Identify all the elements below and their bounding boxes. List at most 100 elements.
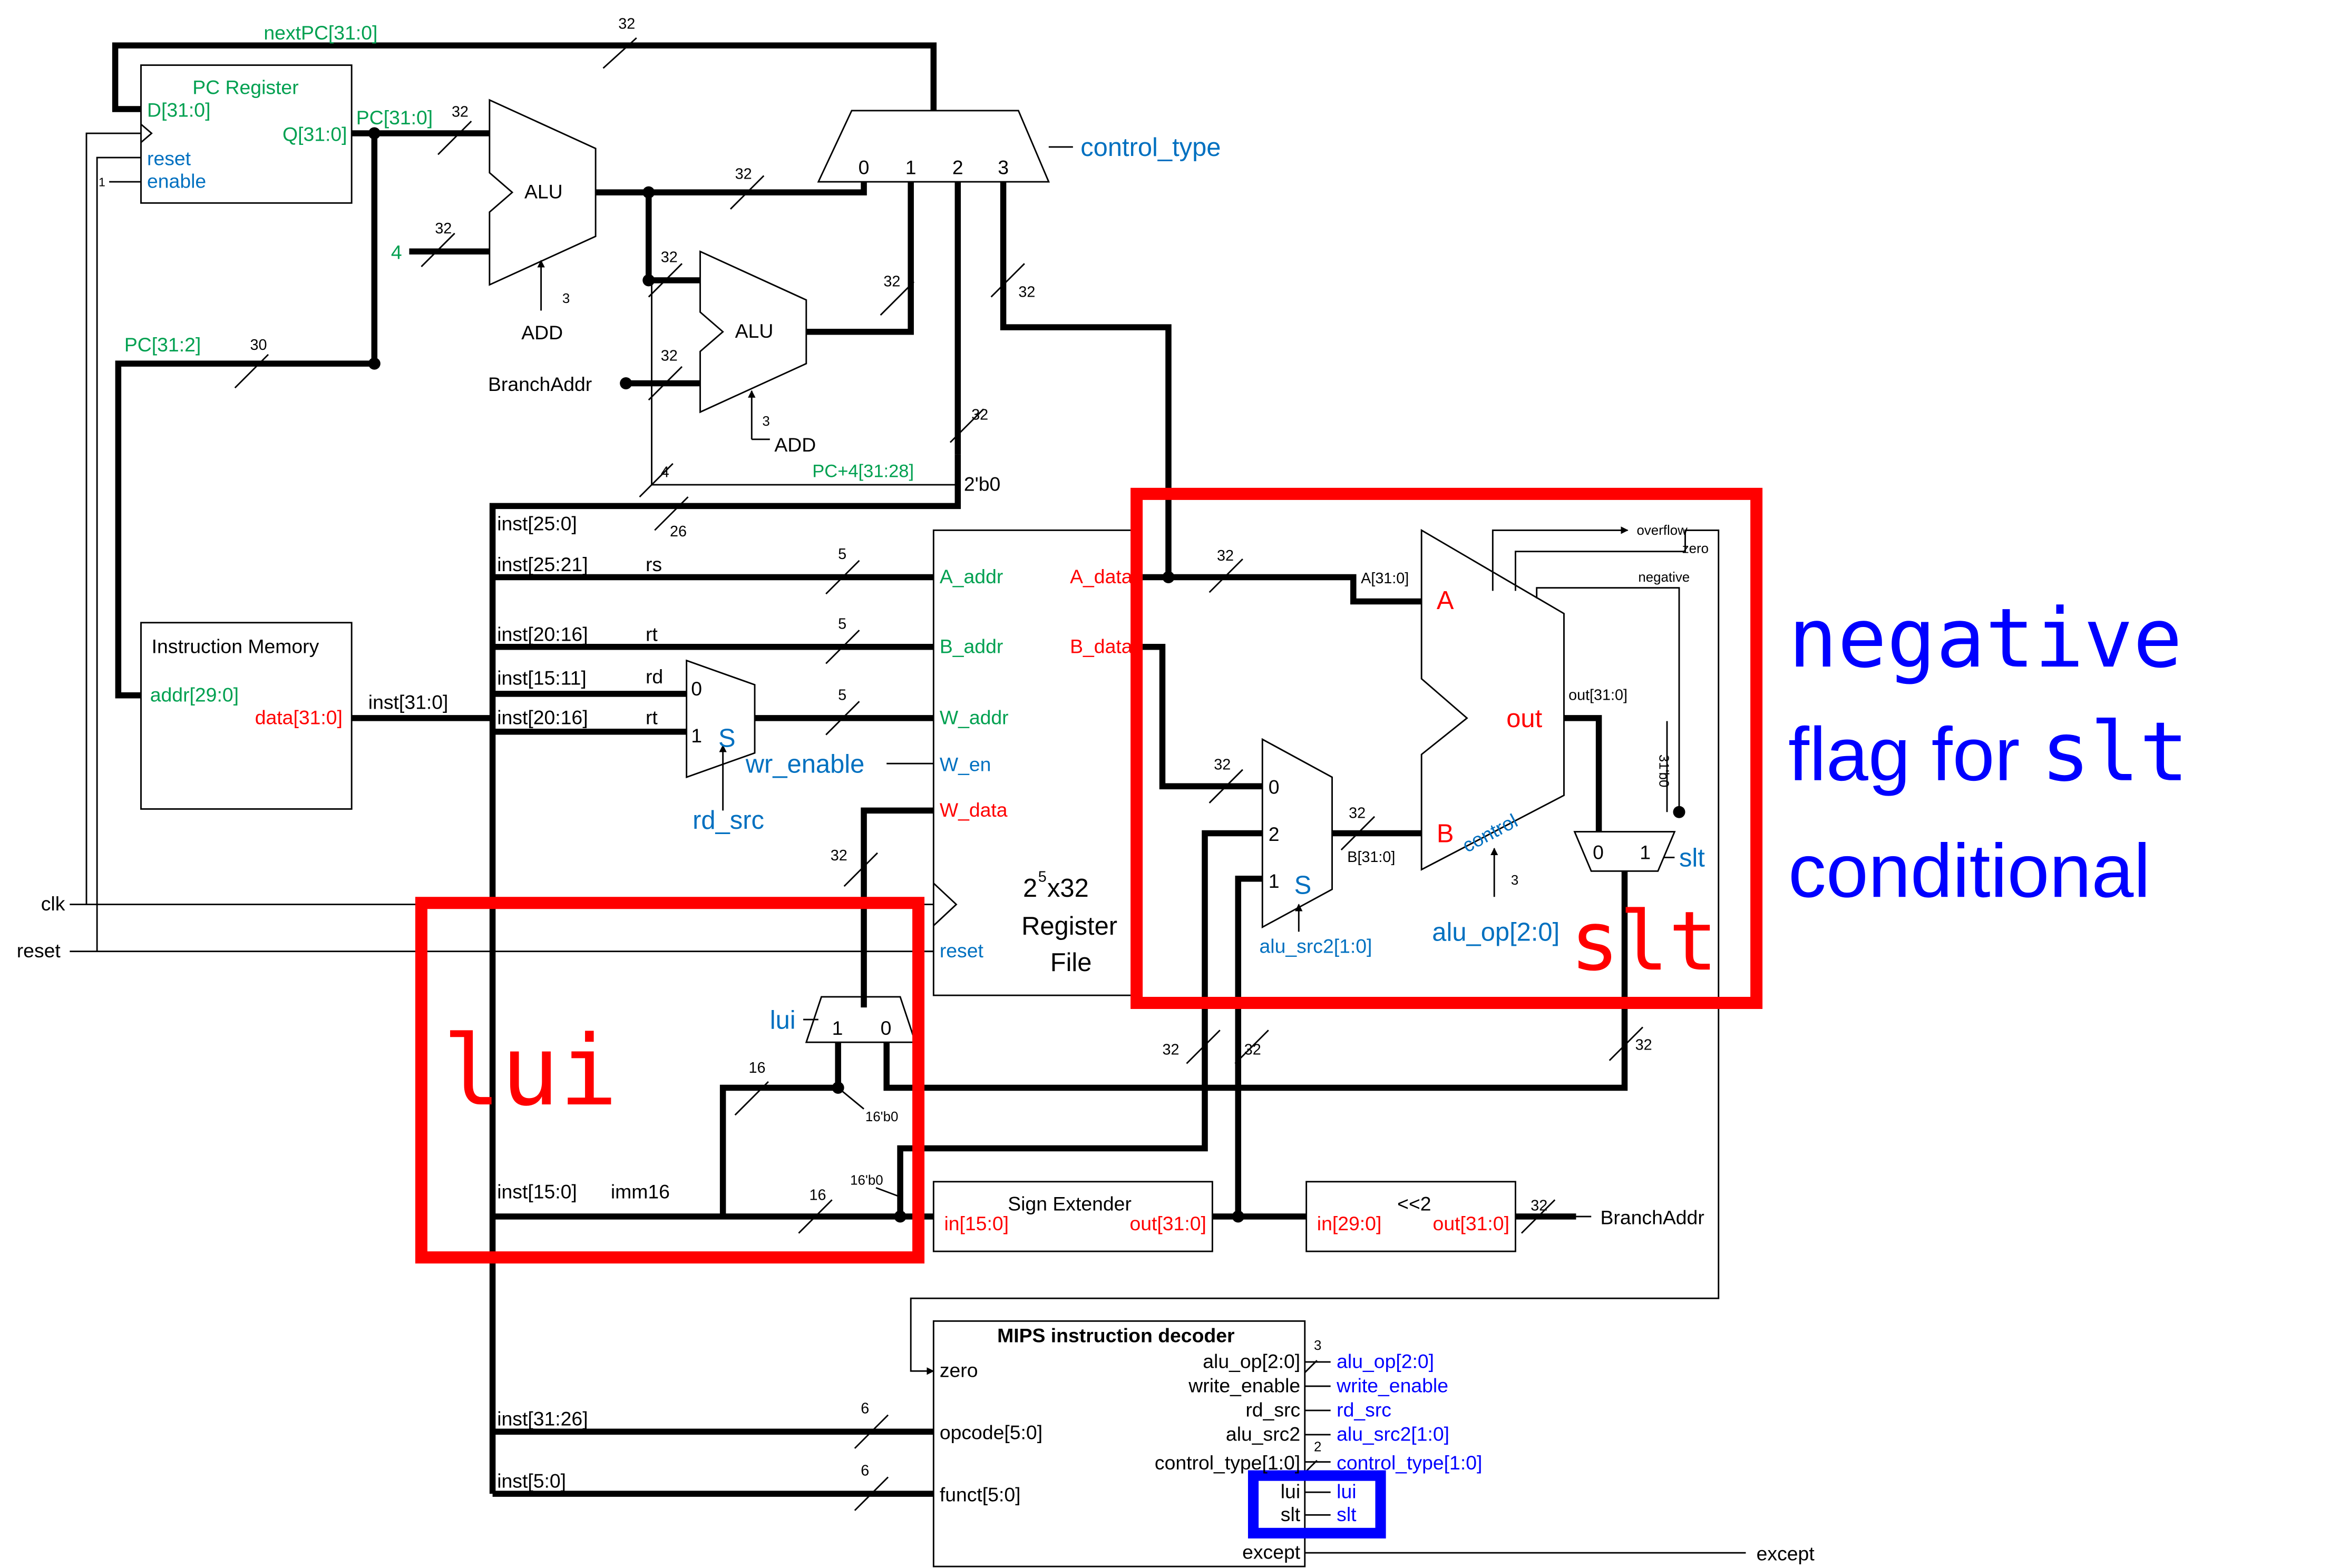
- shift-left-2: [1305, 1181, 1516, 1252]
- lui-big-label: lui: [443, 1015, 618, 1128]
- register-file: [932, 529, 1141, 996]
- width-label: 32: [735, 165, 752, 182]
- width-label: 32: [452, 103, 469, 120]
- rd-src-label: rd_src: [693, 806, 764, 835]
- width-label: 4: [661, 464, 669, 481]
- se-out: out[31:0]: [1129, 1212, 1206, 1234]
- src2-mux-0: 0: [1269, 776, 1280, 798]
- rt-label: rt: [646, 623, 658, 645]
- out-rd-src: rd_src: [1337, 1398, 1391, 1420]
- enable-const: 1: [99, 175, 105, 189]
- alu-src2-label: alu_src2[1:0]: [1260, 935, 1372, 957]
- se-in: in[15:0]: [944, 1212, 1009, 1234]
- inst150-label: inst[15:0]: [497, 1180, 577, 1202]
- const-4: 4: [391, 241, 402, 263]
- inst3126-label: inst[31:26]: [497, 1408, 588, 1430]
- zero-label: zero: [1682, 542, 1709, 556]
- callout-line-2b: slt: [2041, 704, 2188, 800]
- se-pad-label: 16'b0: [850, 1173, 883, 1188]
- width-label: 32: [1214, 757, 1231, 773]
- rf-w-addr: W_addr: [940, 706, 1009, 728]
- decoder-alu-op: alu_op[2:0]: [1203, 1350, 1300, 1372]
- rd-mux-0: 0: [691, 678, 702, 700]
- slt-highlight-box: [1130, 487, 1763, 1009]
- bus-wires: [112, 42, 1628, 1497]
- inst2016-label: inst[20:16]: [497, 623, 588, 645]
- decoder-funct: funct[5:0]: [940, 1483, 1021, 1505]
- decoder-title: MIPS instruction decoder: [997, 1325, 1234, 1347]
- branch-addr-out: BranchAddr: [1600, 1206, 1704, 1228]
- callout-line-3: conditional: [1788, 829, 2150, 913]
- lui-pad-label: 16'b0: [865, 1110, 898, 1124]
- slt-big-label: slt: [1570, 894, 1718, 989]
- pc-register-enable: enable: [147, 170, 206, 192]
- width-label: 32: [831, 847, 847, 864]
- src2-mux-1: 1: [1269, 870, 1280, 892]
- decoder-ctrl: control_type[1:0]: [1155, 1452, 1300, 1474]
- out-alu-src2: alu_src2[1:0]: [1337, 1423, 1449, 1445]
- slt-mux-0: 0: [1593, 841, 1604, 863]
- out-we: write_enable: [1336, 1374, 1448, 1396]
- pc-register-title: PC Register: [192, 76, 298, 98]
- decoder-lui: lui: [1281, 1481, 1300, 1503]
- width-label: 32: [1531, 1197, 1547, 1214]
- reset-label: reset: [17, 939, 61, 962]
- rf-b-data: B_data: [1070, 635, 1133, 657]
- mux-input-2: 2: [952, 156, 963, 179]
- pc-register-q: Q[31:0]: [282, 123, 347, 145]
- width-label: 16: [810, 1187, 826, 1203]
- slt-mux: [1573, 831, 1676, 872]
- except-label: except: [1757, 1543, 1815, 1565]
- shift-out: out[31:0]: [1433, 1212, 1509, 1234]
- rf-w-en: W_en: [940, 753, 991, 776]
- alu-b-port: B: [1437, 820, 1454, 848]
- width-label: 16: [749, 1060, 766, 1076]
- inst1511-label: inst[15:11]: [497, 667, 587, 689]
- lui-mux: [805, 996, 917, 1043]
- main-alu: [1420, 528, 1565, 871]
- width-label: 30: [250, 337, 267, 354]
- decoder-aluop-width: 3: [1314, 1338, 1321, 1353]
- alu-2-label: ALU: [735, 320, 774, 342]
- pc-register-d: D[31:0]: [147, 99, 210, 121]
- decoder-zero: zero: [940, 1359, 978, 1381]
- alu-1-label: ALU: [524, 181, 563, 203]
- out-slt: slt: [1337, 1503, 1357, 1525]
- two-b0-label: 2'b0: [964, 473, 1000, 495]
- decoder-alu-src2: alu_src2: [1226, 1423, 1300, 1445]
- rf-title-2: File: [1050, 948, 1092, 977]
- imem-title: Instruction Memory: [152, 635, 319, 657]
- lui-mux-1: 1: [832, 1017, 843, 1039]
- rf-w-data: W_data: [940, 799, 1008, 821]
- rf-a-data: A_data: [1070, 565, 1133, 587]
- rf-size-rest: x32: [1047, 874, 1089, 903]
- alu-2-op: 3: [762, 414, 769, 429]
- slt-select-label: slt: [1679, 844, 1705, 873]
- width-label: 5: [838, 615, 846, 632]
- inst250-label: inst[25:0]: [497, 512, 577, 534]
- width-label: 6: [861, 1400, 869, 1417]
- nextpc-label: nextPC[31:0]: [264, 22, 377, 44]
- rf-size-exp: 5: [1038, 868, 1047, 885]
- decoder-ctrl-width: 2: [1314, 1440, 1321, 1455]
- alu-a-bus: A[31:0]: [1361, 570, 1409, 587]
- alu-b-bus: B[31:0]: [1347, 849, 1395, 866]
- out-alu-op: alu_op[2:0]: [1337, 1350, 1434, 1372]
- wr-enable-label: wr_enable: [745, 750, 865, 778]
- width-label: 5: [838, 546, 846, 563]
- clk-label: clk: [41, 893, 65, 915]
- branch-addr-in: BranchAddr: [488, 373, 592, 395]
- alu-op-label: alu_op[2:0]: [1432, 918, 1559, 947]
- se-title: Sign Extender: [1008, 1192, 1132, 1214]
- imm16-label: imm16: [611, 1180, 670, 1202]
- alu-op-width: 3: [1511, 873, 1518, 888]
- out-ctrl: control_type[1:0]: [1337, 1452, 1482, 1474]
- rf-reset: reset: [940, 939, 984, 962]
- src2-mux-2: 2: [1269, 823, 1280, 845]
- src2-mux-select: S: [1294, 871, 1312, 899]
- decoder-slt: slt: [1281, 1503, 1301, 1525]
- decoder-opcode: opcode[5:0]: [940, 1422, 1042, 1444]
- mux-input-0: 0: [859, 156, 870, 179]
- inst50-label: inst[5:0]: [497, 1470, 566, 1492]
